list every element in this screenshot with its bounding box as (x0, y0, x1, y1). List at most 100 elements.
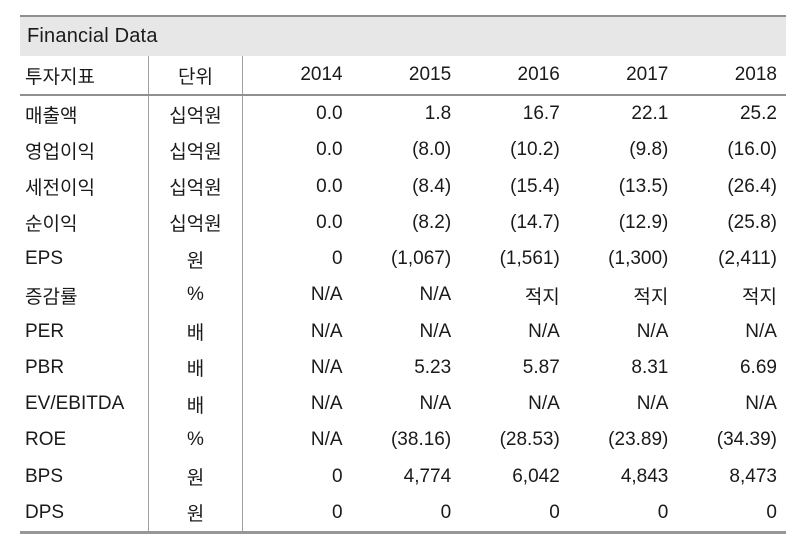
cell-value: 8,473 (729, 465, 777, 487)
table-row: ROE% N/A (38.16) (28.53) (23.89) (34.39) (20, 422, 786, 459)
cell-value: 적지 (633, 286, 669, 308)
table-row: EV/EBITDA 배 N/A N/A N/A N/A N/A (20, 386, 786, 423)
cell-value: 0.0 (316, 103, 343, 125)
cell-value: 25.2 (739, 103, 777, 125)
cell-value: (12.9) (618, 211, 669, 233)
cell-value: N/A (745, 393, 777, 415)
cell-value: N/A (419, 284, 452, 306)
cell-metric-label: ROE (25, 429, 67, 451)
cell-metric-label: DPS (25, 501, 65, 523)
cell-value: N/A (310, 356, 343, 378)
cell-value: 0 (766, 501, 777, 523)
header-year: 2014 (300, 64, 343, 85)
cell-value: 0.0 (316, 139, 343, 161)
cell-unit: 배 (148, 386, 243, 423)
cell-metric-label: 매출액 (25, 105, 78, 127)
cell-metric-label: 순이익 (25, 214, 78, 236)
cell-value: 8.31 (631, 356, 669, 378)
cell-unit: % (148, 277, 243, 314)
cell-value: (8.4) (412, 175, 452, 197)
cell-value: (9.8) (629, 139, 669, 161)
header-year: 2018 (734, 64, 777, 85)
cell-unit: 십억원 (148, 132, 243, 169)
table-row: 매출액 십억원 0.0 1.8 16.7 22.1 25.2 (20, 96, 786, 133)
table-row: 순이익 십억원 0.0 (8.2) (14.7) (12.9) (25.8) (20, 204, 786, 241)
cell-unit: 원 (148, 458, 243, 495)
cell-value: N/A (419, 320, 452, 342)
cell-value: (13.5) (618, 175, 669, 197)
cell-value: (10.2) (510, 139, 560, 161)
cell-value: N/A (745, 320, 777, 342)
header-unit: 단위 (148, 56, 243, 94)
cell-value: 1.8 (424, 103, 452, 125)
cell-value: (16.0) (727, 139, 777, 161)
cell-value: N/A (528, 393, 560, 415)
cell-value: N/A (310, 393, 343, 415)
table-row: 세전이익 십억원 0.0 (8.4) (15.4) (13.5) (26.4) (20, 168, 786, 205)
table-row: 영업이익 십억원 0.0 (8.0) (10.2) (9.8) (16.0) (20, 132, 786, 169)
table-body: 매출액 십억원 0.0 1.8 16.7 22.1 25.2 영업이익 십억원 0.0 (8.0)(… (20, 96, 786, 534)
cell-value: 0.0 (316, 211, 343, 233)
table-row: PBR 배 N/A 5.23 5.87 8.31 6.69 (20, 349, 786, 386)
financial-data-table: Financial Data 투자지표 단위 2014 2015 2016 2017 2… (20, 15, 786, 534)
table-row: EPS 원 0 (1,067) (1,561) (1,300) (2,411) (20, 241, 786, 278)
cell-value: 0 (332, 501, 343, 523)
cell-metric-label: 증감률 (25, 286, 78, 308)
cell-unit: 십억원 (148, 96, 243, 133)
table-title: Financial Data (20, 15, 786, 56)
table-row: DPS 원 0 0 0 0 0 (20, 494, 786, 531)
cell-value: (26.4) (727, 175, 777, 197)
cell-value: N/A (528, 320, 560, 342)
cell-value: (38.16) (390, 429, 452, 451)
cell-value: (25.8) (727, 211, 777, 233)
cell-unit: 원 (148, 494, 243, 531)
cell-value: 16.7 (522, 103, 560, 125)
cell-value: N/A (310, 284, 343, 306)
cell-value: N/A (636, 393, 669, 415)
cell-unit: 원 (148, 241, 243, 278)
cell-value: 4,774 (403, 465, 452, 487)
cell-value: N/A (310, 429, 343, 451)
cell-value: 0.0 (316, 175, 343, 197)
cell-value: (1,300) (608, 248, 669, 270)
cell-value: (14.7) (510, 211, 560, 233)
table-header-row: 투자지표 단위 2014 2015 2016 2017 2018 (20, 56, 786, 96)
cell-value: 적지 (742, 286, 777, 308)
cell-unit: 배 (148, 349, 243, 386)
cell-value: (1,561) (499, 248, 560, 270)
cell-value: N/A (419, 393, 452, 415)
header-year: 2017 (626, 64, 669, 85)
cell-metric-label: PER (25, 320, 65, 342)
cell-value: (2,411) (718, 248, 777, 270)
cell-value: 0 (549, 501, 560, 523)
cell-value: 0 (332, 465, 343, 487)
cell-metric-label: PBR (25, 356, 65, 378)
cell-metric-label: EV/EBITDA (25, 393, 125, 415)
cell-value: 6,042 (512, 465, 560, 487)
table-row: 증감률% N/A N/A 적지 적지 적지 (20, 277, 786, 314)
cell-value: 22.1 (631, 103, 669, 125)
cell-metric-label: 영업이익 (25, 141, 95, 163)
cell-metric-label: BPS (25, 465, 64, 487)
header-year: 2015 (408, 64, 452, 85)
header-metric: 투자지표 (25, 66, 95, 88)
cell-value: (8.0) (412, 139, 452, 161)
cell-unit: 십억원 (148, 168, 243, 205)
cell-value: (34.39) (716, 429, 777, 451)
cell-value: 0 (332, 248, 343, 270)
cell-value: 4,843 (620, 465, 669, 487)
cell-value: N/A (636, 320, 669, 342)
cell-value: (8.2) (412, 211, 452, 233)
cell-value: (23.89) (608, 429, 669, 451)
table-row: PER 배 N/A N/A N/A N/A N/A (20, 313, 786, 350)
cell-value: 0 (657, 501, 669, 523)
cell-value: 5.87 (522, 356, 560, 378)
cell-value: N/A (310, 320, 343, 342)
cell-metric-label: EPS (25, 248, 64, 270)
table-row: BPS 원 0 4,774 6,042 4,843 8,473 (20, 458, 786, 495)
cell-value: (28.53) (499, 429, 560, 451)
cell-unit: 배 (148, 313, 243, 350)
cell-value: 5.23 (414, 356, 452, 378)
cell-value: 0 (440, 501, 452, 523)
header-year: 2016 (517, 64, 560, 85)
